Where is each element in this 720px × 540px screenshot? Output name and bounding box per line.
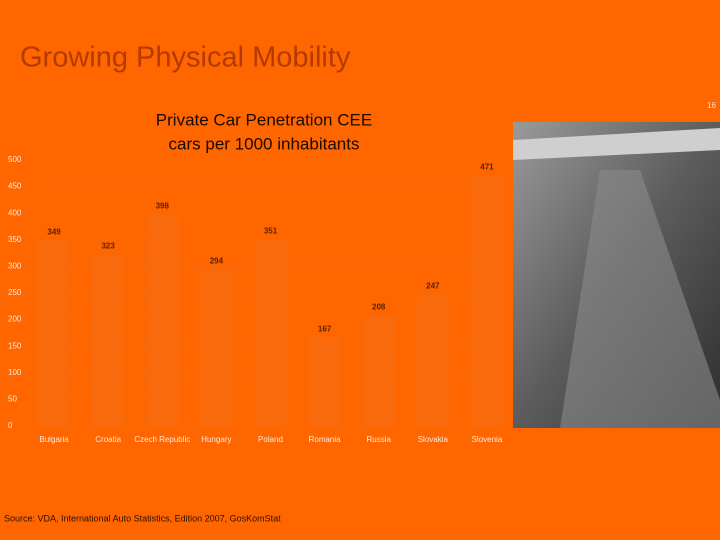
road <box>560 170 720 428</box>
chart-subtitle: cars per 1000 inhabitants <box>169 134 360 153</box>
bar <box>416 294 450 426</box>
bar <box>91 254 125 426</box>
x-tick-label: Croatia <box>95 435 121 444</box>
bar <box>146 214 179 426</box>
traffic-photo <box>513 122 720 428</box>
y-tick-label: 350 <box>8 235 22 244</box>
bar <box>362 315 395 426</box>
bridge <box>513 128 720 160</box>
bar <box>470 175 504 426</box>
y-tick-label: 100 <box>8 368 22 377</box>
x-tick-label: Slovenia <box>472 435 503 444</box>
x-tick-label: Romania <box>309 435 342 444</box>
x-tick-label: Czech Republic <box>134 435 190 444</box>
value-label: 398 <box>156 201 170 210</box>
y-tick-label: 200 <box>8 315 22 324</box>
x-tick-label: Russia <box>366 435 391 444</box>
bar <box>254 239 287 426</box>
y-tick-label: 300 <box>8 262 22 271</box>
value-label: 208 <box>372 302 386 311</box>
bar <box>308 337 341 426</box>
value-label: 294 <box>210 257 224 266</box>
y-tick-label: 0 <box>8 421 13 430</box>
page-number: 16 <box>707 101 716 110</box>
value-label: 351 <box>264 226 278 235</box>
value-label: 247 <box>426 282 440 291</box>
source-note: Source: VDA, International Auto Statisti… <box>4 513 281 523</box>
value-label: 349 <box>47 227 61 236</box>
bar <box>200 269 233 426</box>
y-tick-label: 500 <box>8 155 22 164</box>
y-tick-label: 450 <box>8 182 22 191</box>
y-tick-label: 150 <box>8 341 22 350</box>
x-tick-label: Bulgaria <box>39 435 69 444</box>
value-label: 167 <box>318 324 332 333</box>
y-tick-label: 250 <box>8 288 22 297</box>
value-label: 323 <box>101 241 115 250</box>
bar <box>37 240 71 426</box>
x-tick-label: Slovakia <box>418 435 449 444</box>
y-tick-label: 50 <box>8 395 17 404</box>
chart-title: Private Car Penetration CEE <box>156 110 372 129</box>
value-label: 471 <box>480 163 494 172</box>
y-tick-label: 400 <box>8 208 22 217</box>
x-tick-label: Poland <box>258 435 283 444</box>
slide-title: Growing Physical Mobility <box>20 42 351 74</box>
x-tick-label: Hungary <box>201 435 231 444</box>
